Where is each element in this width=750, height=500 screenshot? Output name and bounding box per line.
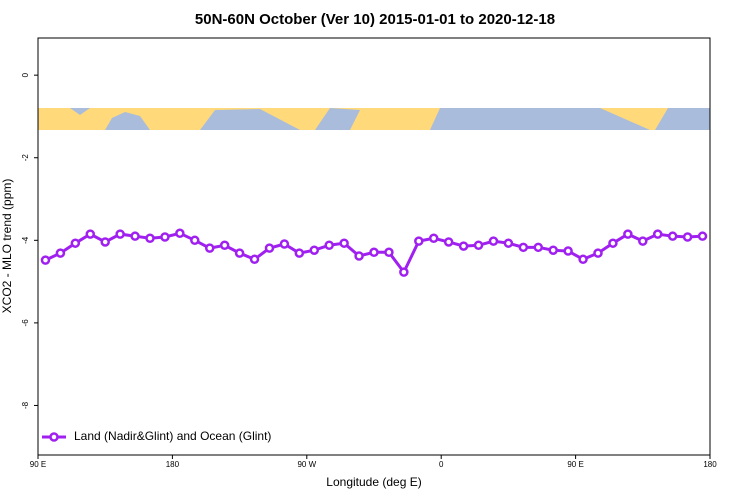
point <box>249 254 260 265</box>
plot-frame <box>37 37 711 456</box>
x-tick-label: 180 <box>166 460 180 469</box>
point <box>593 248 603 258</box>
x-tick-label: 90 E <box>567 460 583 469</box>
point <box>488 236 499 246</box>
point <box>309 245 320 255</box>
point <box>473 240 484 251</box>
chart-title: 50N-60N October (Ver 10) 2015-01-01 to 2… <box>195 11 555 28</box>
point <box>697 231 708 241</box>
point <box>458 241 469 251</box>
point <box>339 238 349 248</box>
y-tick-label: -8 <box>21 401 30 409</box>
map-band <box>38 108 710 130</box>
point <box>667 231 678 241</box>
point <box>40 255 51 265</box>
point <box>414 236 424 246</box>
point <box>384 247 394 258</box>
point <box>175 228 185 239</box>
legend-label: Land (Nadir&Glint) and Ocean (Glint) <box>74 429 271 443</box>
point <box>608 238 618 248</box>
point <box>190 235 200 246</box>
point <box>294 248 305 258</box>
point <box>55 248 66 258</box>
point <box>115 229 125 239</box>
point <box>130 231 140 241</box>
point <box>682 232 693 242</box>
point <box>399 267 409 277</box>
point <box>578 254 588 265</box>
point <box>652 229 663 239</box>
point <box>369 247 379 258</box>
point <box>518 242 529 253</box>
x-tick-label: 90 E <box>30 460 46 469</box>
point <box>623 229 633 239</box>
point <box>219 240 230 251</box>
point <box>160 232 170 242</box>
point <box>100 237 110 247</box>
point <box>354 251 364 261</box>
point <box>638 236 648 246</box>
point <box>70 238 81 248</box>
point <box>324 240 334 251</box>
y-tick-label: -4 <box>21 236 30 244</box>
x-axis-label: Longitude (deg E) <box>326 475 421 489</box>
point <box>443 237 454 247</box>
x-tick-label: 90 W <box>297 460 316 469</box>
y-tick-label: -6 <box>21 319 30 327</box>
y-axis-label: XCO2 - MLO trend (ppm) <box>0 179 14 314</box>
ocean-shape <box>70 108 710 130</box>
point <box>204 243 215 253</box>
legend-marker <box>49 432 59 442</box>
point <box>503 238 514 248</box>
y-tick-label: 0 <box>21 72 30 77</box>
point <box>234 248 245 258</box>
point <box>548 245 558 255</box>
point <box>264 243 275 253</box>
point <box>563 246 573 256</box>
point <box>145 233 155 243</box>
x-tick-label: 0 <box>439 460 444 469</box>
y-tick-label: -2 <box>21 154 30 162</box>
x-tick-label: 180 <box>703 460 717 469</box>
point <box>533 242 544 253</box>
point <box>85 229 96 239</box>
point <box>279 239 290 249</box>
point <box>428 233 439 243</box>
